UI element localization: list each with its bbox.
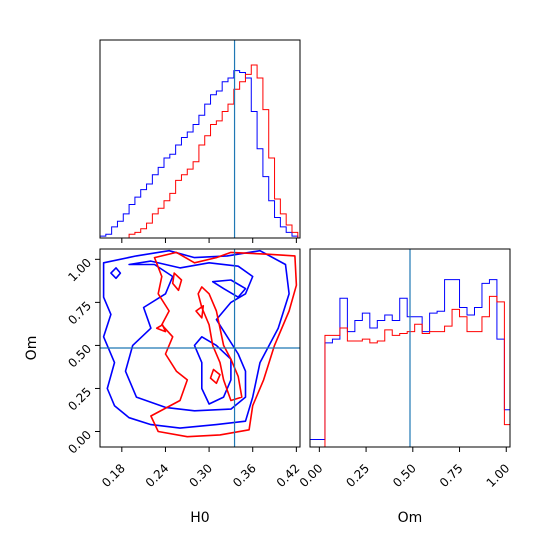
x-h0-tick-label-0.30: 0.30 xyxy=(186,461,215,490)
contour-red-2 xyxy=(171,272,183,292)
x-om-tick-label-0.25: 0.25 xyxy=(343,461,372,490)
contour-blue-1 xyxy=(124,260,254,412)
contour-red-1 xyxy=(197,286,243,402)
axis-labels: H0 Om Om xyxy=(24,336,422,526)
hist-om-frame xyxy=(309,248,511,448)
x-om-tick-label-1.00: 1.00 xyxy=(484,461,513,490)
y-om-tick-label-0.75: 0.75 xyxy=(65,299,94,328)
x-om-tick-label-0.75: 0.75 xyxy=(437,461,466,490)
contour-blue-2 xyxy=(193,336,232,405)
x-h0-tick-label-0.36: 0.36 xyxy=(230,461,259,490)
panel-hist-h0 xyxy=(99,39,301,243)
x-axis-label-om: Om xyxy=(398,510,423,526)
hist-om-blue-series xyxy=(309,279,511,447)
y-om-tick-label-0.25: 0.25 xyxy=(65,385,94,414)
x-h0-tick-label-0.18: 0.18 xyxy=(99,461,128,490)
panel-hist-om: 0.00 0.25 0.50 0.75 1.00 xyxy=(297,248,513,490)
contour-blue-4 xyxy=(110,267,122,280)
hist-h0-red-series xyxy=(100,64,299,239)
y-om-tick-label-0.50: 0.50 xyxy=(65,342,94,371)
contour-blue-0 xyxy=(102,249,290,429)
x-axis-label-h0: H0 xyxy=(190,510,209,526)
hist-h0-blue-series xyxy=(99,70,299,238)
panel-scatter-h0-om: 0.18 0.24 0.30 0.36 0.42 0.00 0.25 0.50 0.75 1.00 xyxy=(65,248,303,490)
contour-red-4 xyxy=(155,324,167,333)
y-axis-label-om: Om xyxy=(24,336,40,361)
contour-red-5 xyxy=(195,305,205,319)
y-om-tick-label-1.00: 1.00 xyxy=(65,256,94,285)
x-h0-tick-label-0.42: 0.42 xyxy=(274,461,303,490)
contour-red-0 xyxy=(150,251,298,438)
x-h0-tick-label-0.24: 0.24 xyxy=(143,461,172,490)
scatter-contours xyxy=(102,249,298,438)
scatter-frame xyxy=(99,248,301,448)
x-om-tick-label-0.00: 0.00 xyxy=(297,461,326,490)
x-om-tick-label-0.50: 0.50 xyxy=(390,461,419,490)
y-om-tick-label-0.00: 0.00 xyxy=(65,428,94,457)
hist-h0-frame xyxy=(99,39,301,239)
contour-red-3 xyxy=(209,368,221,385)
contour-blue-3 xyxy=(211,279,247,298)
hist-om-red-series xyxy=(310,295,511,448)
